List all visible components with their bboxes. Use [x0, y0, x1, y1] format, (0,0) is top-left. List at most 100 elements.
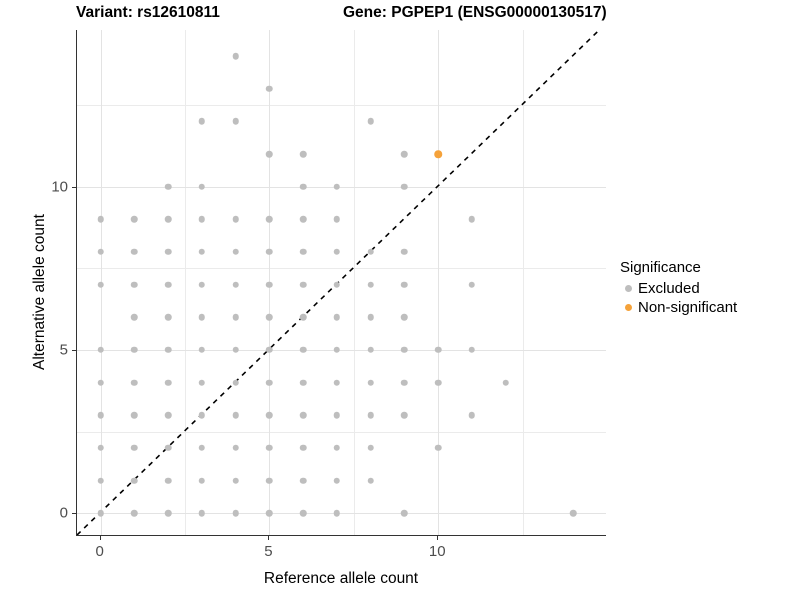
- data-point: [266, 85, 273, 92]
- legend-item[interactable]: Excluded: [620, 279, 795, 298]
- data-point: [502, 379, 509, 386]
- data-point: [299, 477, 307, 484]
- data-point: [232, 346, 239, 354]
- data-point: [131, 281, 138, 288]
- data-point: [232, 411, 239, 419]
- dot-icon: [620, 280, 637, 297]
- data-point: [266, 379, 273, 386]
- data-point: [198, 216, 206, 223]
- data-point: [97, 379, 104, 386]
- data-point: [164, 444, 172, 452]
- data-point: [131, 411, 138, 419]
- data-point: [198, 248, 206, 256]
- data-point: [299, 411, 307, 419]
- gridline-horizontal-major: [77, 349, 606, 351]
- data-point: [131, 509, 138, 517]
- legend-item-label: Excluded: [638, 280, 700, 297]
- title-row: Variant: rs12610811 Gene: PGPEP1 (ENSG00…: [0, 4, 620, 28]
- legend-item-label: Non-significant: [638, 299, 738, 316]
- data-point: [266, 411, 273, 419]
- data-point: [333, 346, 341, 354]
- data-point: [232, 248, 239, 256]
- legend-item[interactable]: Non-significant: [620, 298, 795, 317]
- legend-items: Excluded Non-significant: [620, 279, 795, 317]
- data-point: [164, 281, 172, 288]
- data-point: [198, 379, 206, 386]
- data-point: [299, 314, 307, 321]
- gridline-horizontal-minor: [77, 105, 606, 107]
- data-point: [232, 477, 239, 484]
- data-point: [164, 379, 172, 386]
- data-point: [299, 216, 307, 223]
- data-point: [266, 477, 273, 484]
- data-point: [164, 411, 172, 419]
- x-axis-tick: [99, 536, 101, 540]
- variant-title: Variant: rs12610811: [76, 4, 220, 21]
- data-point: [468, 281, 476, 288]
- data-point: [131, 314, 138, 321]
- data-point: [367, 248, 374, 256]
- data-point: [198, 281, 206, 288]
- data-point: [401, 411, 408, 419]
- data-point: [333, 216, 341, 223]
- data-point: [232, 281, 239, 288]
- y-axis-tick-label: 0: [59, 504, 68, 522]
- data-point: [367, 314, 374, 321]
- data-point: [131, 216, 138, 223]
- data-point: [401, 379, 408, 386]
- data-point: [401, 183, 408, 190]
- data-point: [333, 379, 341, 386]
- data-point: [164, 346, 172, 354]
- data-point: [367, 444, 374, 452]
- data-point: [333, 477, 341, 484]
- data-point: [401, 281, 408, 288]
- gridline-vertical-major: [438, 30, 440, 535]
- data-point: [198, 477, 206, 484]
- data-point: [333, 183, 341, 190]
- data-point: [97, 411, 104, 419]
- y-axis-tick-label: 10: [51, 178, 68, 196]
- data-point: [131, 379, 138, 386]
- x-axis-tick-label: 5: [264, 543, 273, 560]
- data-point: [299, 183, 307, 190]
- x-axis-tick: [268, 536, 270, 540]
- plot-panel: [76, 30, 606, 536]
- data-point: [367, 379, 374, 386]
- data-point: [266, 314, 273, 321]
- data-point: [232, 509, 239, 517]
- data-point: [333, 509, 341, 517]
- y-axis-tick: [72, 513, 76, 515]
- data-point: [333, 314, 341, 321]
- data-point: [367, 346, 374, 354]
- data-point: [97, 346, 104, 354]
- plot-area: [77, 30, 606, 535]
- data-point: [232, 444, 239, 452]
- data-point: [266, 509, 273, 517]
- data-point: [434, 346, 442, 354]
- data-point: [367, 477, 374, 484]
- legend: Significance Excluded Non-significant: [620, 259, 795, 317]
- data-point: [367, 118, 374, 125]
- data-point: [97, 477, 104, 484]
- data-point: [468, 216, 476, 223]
- data-point: [401, 248, 408, 256]
- y-axis-tick: [72, 349, 76, 351]
- data-point: [97, 509, 104, 517]
- x-axis-tick-label: 0: [95, 543, 104, 560]
- data-point: [401, 346, 408, 354]
- data-point: [266, 444, 273, 452]
- gene-title: Gene: PGPEP1 (ENSG00000130517): [343, 4, 607, 21]
- data-point: [97, 216, 104, 223]
- data-point: [299, 444, 307, 452]
- data-point: [266, 346, 273, 354]
- data-point: [299, 509, 307, 517]
- data-point: [468, 346, 476, 354]
- data-point: [266, 150, 273, 158]
- data-point: [164, 216, 172, 223]
- gridline-horizontal-major: [77, 186, 606, 188]
- data-point: [198, 118, 206, 125]
- legend-title: Significance: [620, 259, 701, 276]
- data-point: [434, 150, 442, 158]
- data-point: [266, 248, 273, 256]
